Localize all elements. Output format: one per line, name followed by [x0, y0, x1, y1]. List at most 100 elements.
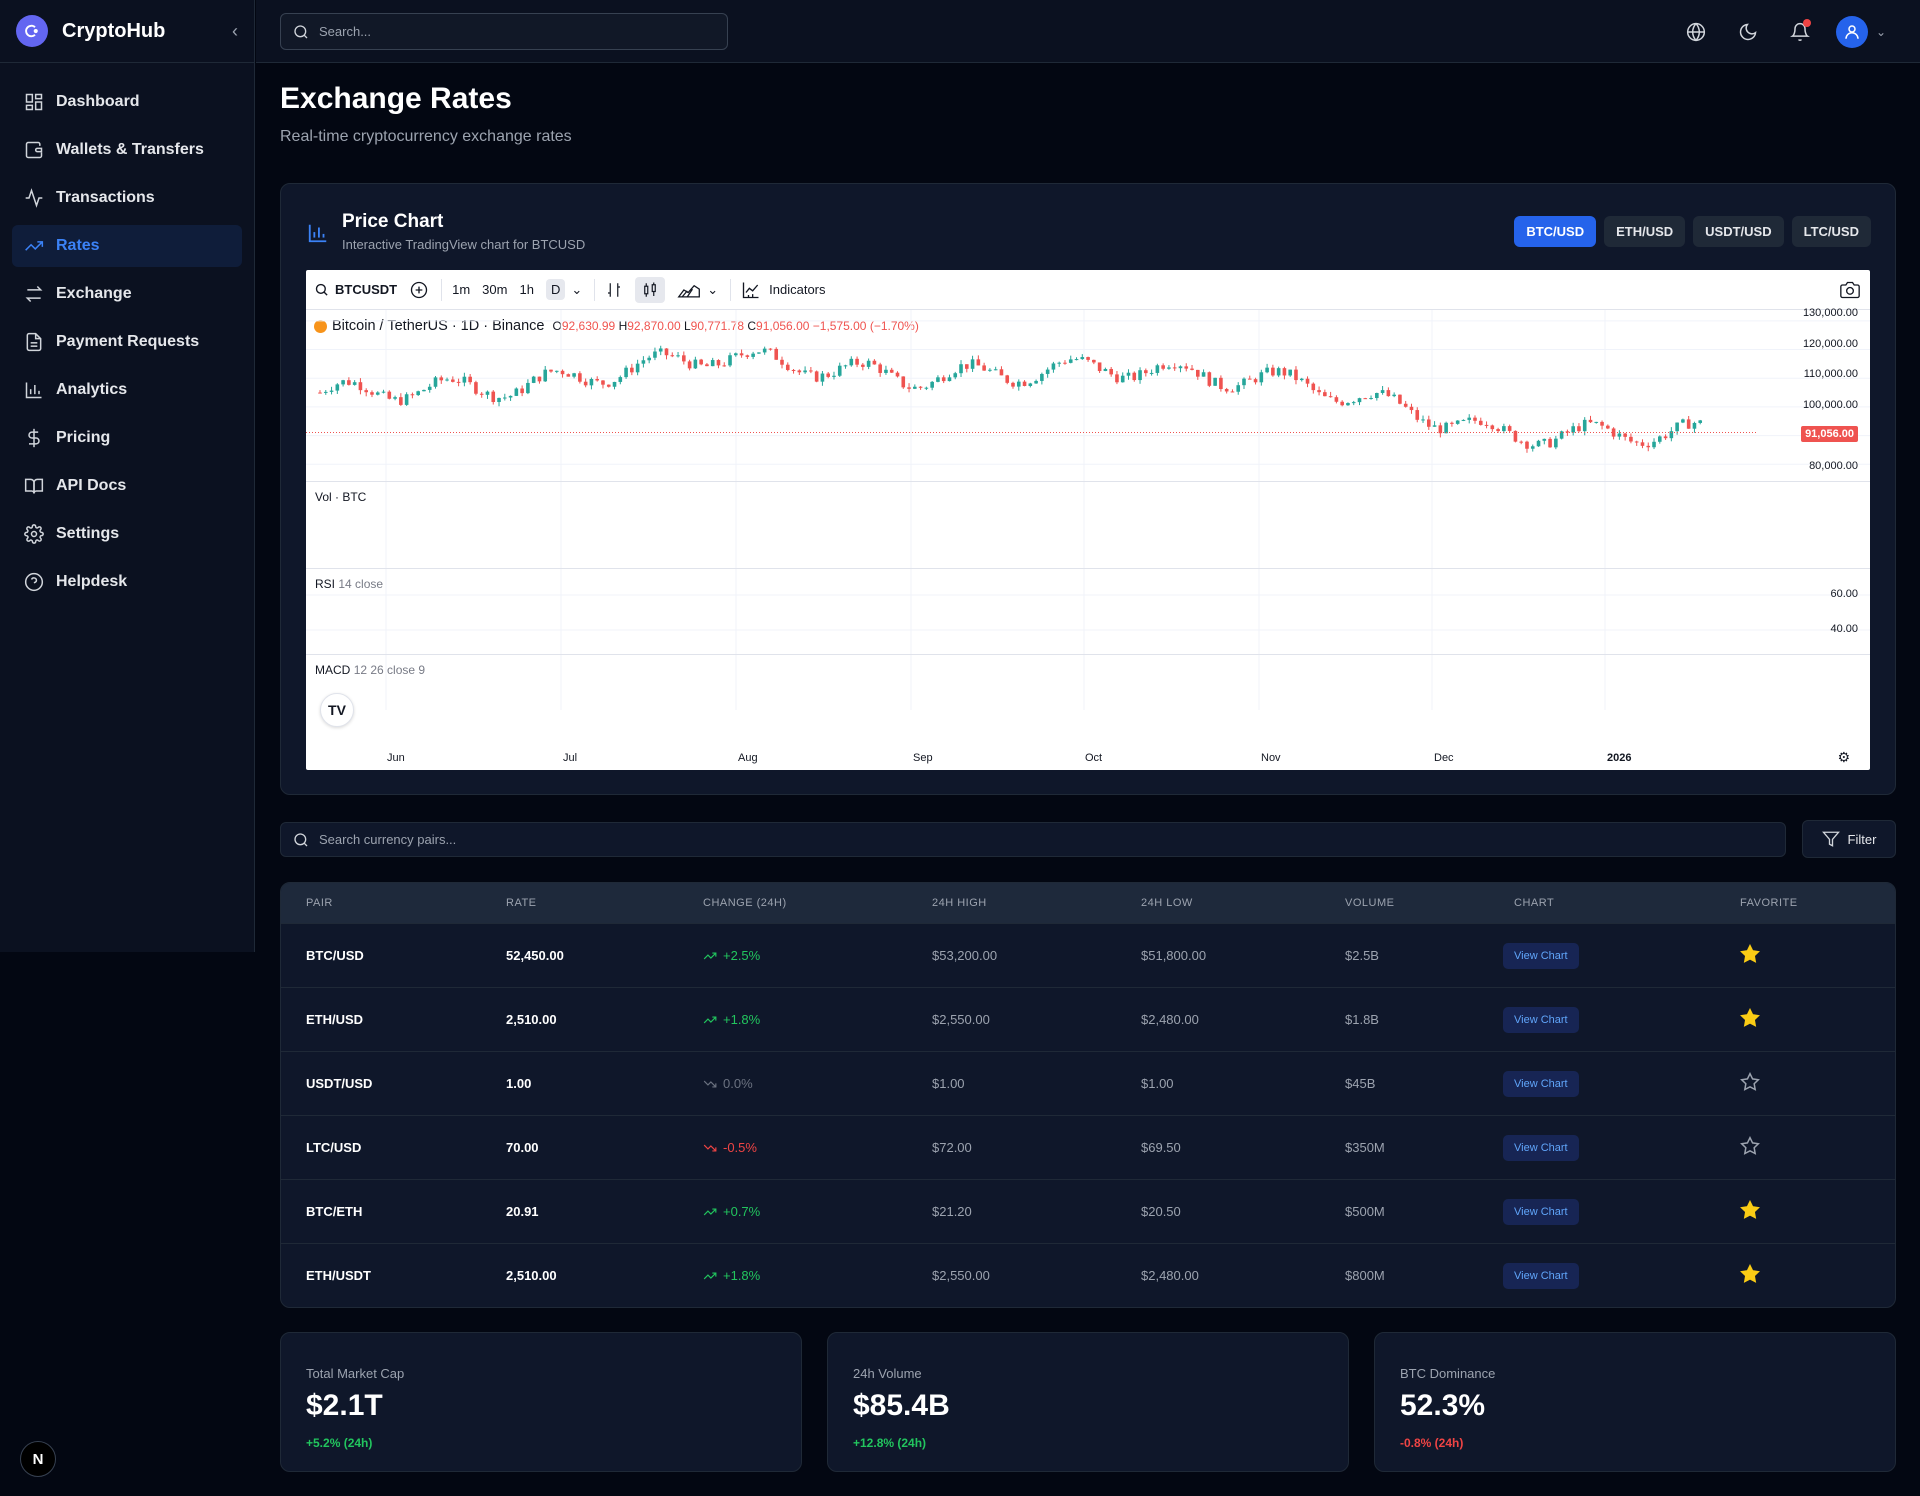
- view-chart-button[interactable]: View Chart: [1503, 942, 1579, 969]
- column-header[interactable]: 24H LOW: [1141, 897, 1193, 909]
- price-chart-card: Price Chart Interactive TradingView char…: [280, 183, 1896, 795]
- avatar[interactable]: [1835, 16, 1868, 48]
- time-axis-label: 2026: [1607, 752, 1632, 764]
- table-row[interactable]: USDT/USD 1.00 0.0% $1.00 $1.00 $45B View…: [281, 1051, 1895, 1115]
- stat-card-volume: 24h Volume $85.4B +12.8% (24h): [827, 1332, 1349, 1472]
- low-cell: $69.50: [1141, 1140, 1181, 1155]
- brand: CryptoHub ‹: [0, 0, 254, 63]
- legend-title: Bitcoin / TetherUS · 1D · Binance: [332, 318, 545, 334]
- sidebar-item-settings[interactable]: Settings: [12, 513, 242, 555]
- bar-style-icon[interactable]: [605, 281, 623, 299]
- area-chart-icon[interactable]: [677, 281, 701, 299]
- tradingview-logo-icon[interactable]: TV: [320, 693, 354, 727]
- favorite-star-icon[interactable]: [1740, 943, 1760, 967]
- stat-label: 24h Volume: [853, 1366, 922, 1381]
- crypto-logo-icon[interactable]: [16, 15, 48, 47]
- pair-button-ltc-usd[interactable]: LTC/USD: [1791, 216, 1871, 247]
- view-chart-button[interactable]: View Chart: [1503, 1070, 1579, 1097]
- interval-30m[interactable]: 30m: [482, 282, 508, 297]
- pair-button-usdt-usd[interactable]: USDT/USD: [1693, 216, 1784, 247]
- candle-body: [653, 351, 657, 358]
- chart-type-chevron-icon[interactable]: ⌄: [707, 281, 719, 297]
- sidebar-item-analytics[interactable]: Analytics: [12, 369, 242, 411]
- pair-cell: BTC/ETH: [306, 1204, 363, 1219]
- sidebar-item-wallets[interactable]: Wallets & Transfers: [12, 129, 242, 171]
- column-header[interactable]: PAIR: [306, 897, 333, 909]
- sidebar-item-rates[interactable]: Rates: [12, 225, 242, 267]
- chart-settings-gear-icon[interactable]: ⚙: [1837, 749, 1850, 765]
- sidebar-item-payment-requests[interactable]: Payment Requests: [12, 321, 242, 363]
- pair-search[interactable]: [280, 822, 1786, 857]
- candle-body: [1357, 398, 1362, 403]
- candle-body: [814, 371, 819, 382]
- view-chart-button[interactable]: View Chart: [1503, 1006, 1579, 1033]
- table-row[interactable]: ETH/USD 2,510.00 +1.8% $2,550.00 $2,480.…: [281, 987, 1895, 1051]
- sidebar-item-dashboard[interactable]: Dashboard: [12, 81, 242, 123]
- candle-body: [809, 370, 813, 372]
- candle-body: [433, 377, 438, 387]
- favorite-star-icon[interactable]: [1740, 1199, 1760, 1223]
- interval-d[interactable]: D: [545, 279, 566, 300]
- candle-body: [716, 360, 721, 366]
- sidebar-item-api-docs[interactable]: API Docs: [12, 465, 242, 507]
- candle-body: [1282, 368, 1287, 376]
- sidebar-item-transactions[interactable]: Transactions: [12, 177, 242, 219]
- candle-body: [1328, 396, 1333, 398]
- sidebar-item-pricing[interactable]: Pricing: [12, 417, 242, 459]
- nextjs-badge-icon[interactable]: N: [20, 1441, 56, 1477]
- stat-change: -0.8% (24h): [1400, 1436, 1464, 1450]
- column-header[interactable]: RATE: [506, 897, 537, 909]
- rsi-pane-label: RSI 14 close: [315, 577, 384, 591]
- candle-body: [474, 382, 478, 394]
- tradingview-widget[interactable]: BTCUSDT 1m 30m 1h D ⌄ ⌄: [306, 270, 1870, 770]
- sidebar-item-label: Dashboard: [56, 93, 140, 110]
- table-row[interactable]: LTC/USD 70.00 -0.5% $72.00 $69.50 $350M …: [281, 1115, 1895, 1179]
- global-search[interactable]: [280, 13, 728, 50]
- candle-body: [1057, 362, 1061, 364]
- table-row[interactable]: BTC/ETH 20.91 +0.7% $21.20 $20.50 $500M …: [281, 1179, 1895, 1243]
- favorite-star-icon[interactable]: [1740, 1071, 1760, 1095]
- table-row[interactable]: ETH/USDT 2,510.00 +1.8% $2,550.00 $2,480…: [281, 1243, 1895, 1307]
- interval-1m[interactable]: 1m: [452, 282, 471, 297]
- interval-dropdown-chevron-icon[interactable]: ⌄: [571, 281, 583, 297]
- pair-button-btc-usd[interactable]: BTC/USD: [1514, 216, 1597, 247]
- collapse-sidebar-icon[interactable]: ‹: [232, 20, 238, 41]
- theme-toggle-button[interactable]: [1730, 14, 1766, 50]
- view-chart-button[interactable]: View Chart: [1503, 1198, 1579, 1225]
- candle-body: [572, 373, 576, 377]
- sidebar-item-exchange[interactable]: Exchange: [12, 273, 242, 315]
- symbol-label: BTCUSDT: [335, 282, 398, 297]
- favorite-star-icon[interactable]: [1740, 1135, 1760, 1159]
- time-axis-label: Aug: [738, 752, 758, 764]
- filter-button[interactable]: Filter: [1802, 820, 1896, 858]
- candle-body: [1681, 419, 1685, 423]
- candle-body: [1311, 383, 1316, 391]
- candle-body: [630, 367, 634, 373]
- view-chart-button[interactable]: View Chart: [1503, 1134, 1579, 1161]
- view-chart-button[interactable]: View Chart: [1503, 1262, 1579, 1289]
- column-header[interactable]: VOLUME: [1345, 897, 1395, 909]
- sidebar-item-label: Settings: [56, 525, 120, 542]
- table-row[interactable]: BTC/USD 52,450.00 +2.5% $53,200.00 $51,8…: [281, 923, 1895, 987]
- search-input[interactable]: [319, 24, 699, 39]
- favorite-star-icon[interactable]: [1740, 1007, 1760, 1031]
- column-header[interactable]: 24H HIGH: [932, 897, 987, 909]
- candle-body: [1040, 373, 1044, 381]
- candlestick-icon[interactable]: [635, 276, 666, 303]
- indicators-button[interactable]: Indicators: [741, 280, 826, 300]
- trending-up-icon: [703, 1016, 717, 1023]
- candle-body: [335, 384, 340, 391]
- column-header[interactable]: CHANGE (24H): [703, 897, 787, 909]
- chevron-down-icon[interactable]: ⌄: [1875, 25, 1886, 39]
- interval-1h[interactable]: 1h: [519, 282, 534, 297]
- compare-button[interactable]: [409, 280, 429, 300]
- symbol-search-button[interactable]: BTCUSDT: [314, 282, 397, 297]
- page-subtitle: Real-time cryptocurrency exchange rates: [280, 128, 572, 145]
- notifications-button[interactable]: [1782, 14, 1818, 50]
- pair-search-input[interactable]: [319, 832, 1719, 847]
- pair-button-eth-usd[interactable]: ETH/USD: [1604, 216, 1686, 247]
- sidebar-item-helpdesk[interactable]: Helpdesk: [12, 561, 242, 603]
- language-button[interactable]: [1678, 14, 1714, 50]
- camera-icon[interactable]: [1840, 280, 1860, 303]
- favorite-star-icon[interactable]: [1740, 1263, 1760, 1287]
